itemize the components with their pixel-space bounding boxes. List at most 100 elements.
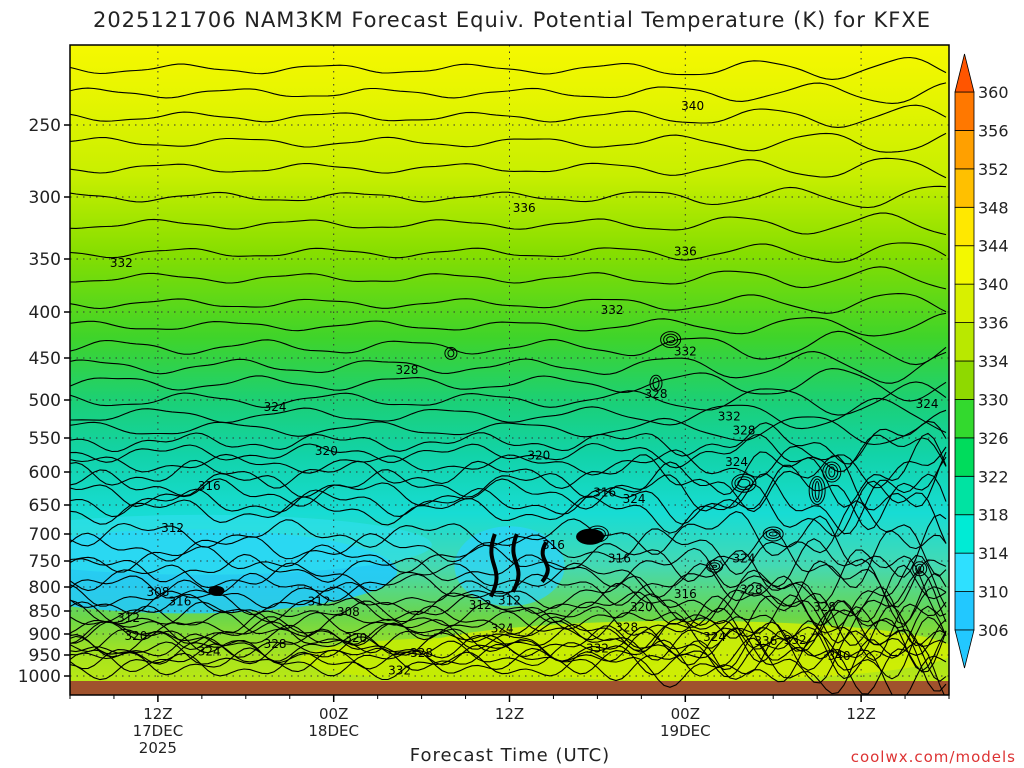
colorbar-tick-label: 310 (978, 583, 1009, 602)
y-tick-label: 300 (29, 188, 61, 208)
y-tick-label: 400 (29, 303, 61, 323)
contour-line (70, 82, 947, 104)
contour-line (70, 616, 947, 680)
y-tick-label: 350 (29, 250, 61, 270)
colorbar-segment (954, 514, 975, 554)
contour-label: 336 (754, 634, 777, 648)
contour-cell (768, 531, 778, 537)
colorbar-segment (954, 399, 975, 439)
x-tick-year: 2025 (139, 739, 177, 757)
contour-label: 316 (168, 594, 191, 608)
colorbar-segment (954, 475, 975, 516)
contour-label: 312 (308, 594, 331, 608)
contour-line (70, 605, 947, 680)
chart-title: 2025121706 NAM3KM Forecast Equiv. Potent… (92, 8, 932, 32)
contour-cell (814, 480, 820, 500)
contour-label: 340 (681, 99, 704, 113)
contour-label: 332 (674, 345, 697, 359)
contour-label: 320 (344, 631, 367, 645)
contour-cell (666, 336, 676, 344)
contour-label: 312 (117, 611, 140, 625)
contour-label: 328 (645, 387, 668, 401)
cool-pocket-upper (70, 514, 432, 575)
colorbar-tick-label: 314 (978, 544, 1009, 563)
contour-label: 324 (198, 645, 221, 659)
contour-line (70, 409, 947, 446)
contour-label: 332 (586, 641, 609, 655)
colorbar-segment (954, 591, 975, 631)
y-tick-label: 900 (29, 625, 61, 645)
frontal-contours (540, 541, 550, 584)
contour-cell (444, 346, 458, 360)
contour-label: 328 (740, 582, 763, 596)
x-tick-label: 00Z (671, 705, 700, 723)
contour-line (70, 242, 947, 263)
contour-label: 324 (264, 400, 287, 414)
contour-cell (709, 562, 721, 571)
contour-label: 312 (469, 598, 492, 612)
colorbar-tick-label: 336 (978, 314, 1009, 333)
contour-label: 332 (784, 633, 807, 647)
colorbar-segment (954, 206, 975, 247)
contour-line (70, 627, 947, 692)
y-tick-label: 550 (29, 429, 61, 449)
colorbar-high-arrow (954, 53, 975, 93)
y-tick-label: 750 (29, 552, 61, 572)
contour-cell (734, 476, 754, 491)
contour-line (70, 351, 947, 384)
contour-cell (828, 466, 836, 478)
contour-label: 324 (732, 551, 755, 565)
contour-label: 320 (124, 629, 147, 643)
y-tick-label: 850 (29, 602, 61, 622)
dense-contour-blob (208, 585, 225, 596)
colorbar-tick-label: 356 (978, 121, 1009, 140)
contour-line (70, 456, 947, 531)
contour-label: 308 (337, 605, 360, 619)
contour-label: 320 (630, 600, 653, 614)
colorbar-tick-label: 306 (978, 621, 1009, 640)
contour-line (70, 637, 945, 695)
x-tick-date: 17DEC (133, 722, 184, 740)
contour-line (70, 599, 947, 672)
contour-line (70, 212, 947, 236)
contour-cell (706, 559, 724, 573)
contour-line (70, 132, 947, 153)
contour-line (70, 266, 947, 290)
x-tick-label: 12Z (846, 705, 875, 723)
contour-cell (811, 478, 823, 503)
contour-cell (731, 473, 757, 493)
contour-cell (825, 464, 839, 480)
dense-contour-blob (576, 528, 605, 545)
y-tick-label: 450 (29, 349, 61, 369)
contour-label: 336 (674, 245, 697, 259)
y-tick-label: 650 (29, 496, 61, 516)
colorbar-tick-label: 340 (978, 275, 1009, 294)
contour-line (70, 293, 947, 314)
y-tick-label: 250 (29, 116, 61, 136)
x-tick-date: 18DEC (308, 722, 359, 740)
colorbar-segment (954, 130, 975, 170)
contour-cell (762, 526, 784, 542)
colorbar-segment (954, 437, 975, 477)
contour-label: 312 (161, 521, 184, 535)
colorbar-tick-label: 360 (978, 83, 1009, 102)
contour-label: 332 (110, 256, 133, 270)
colorbar-segment (954, 283, 975, 323)
contour-cell (808, 475, 826, 505)
contour-line (70, 445, 947, 489)
colorbar-tick-label: 344 (978, 237, 1009, 256)
contour-line (70, 368, 947, 402)
contour-line (70, 528, 947, 589)
contour-label: 328 (615, 621, 638, 635)
contour-line (70, 549, 947, 617)
contour-label: 328 (732, 423, 755, 437)
contour-cell (663, 333, 679, 346)
contour-line (70, 600, 947, 673)
colorbar-tick-label: 330 (978, 390, 1009, 409)
contour-cell (712, 564, 718, 568)
contour-line (70, 500, 947, 577)
colorbar-low-arrow (954, 629, 975, 669)
contour-label: 316 (198, 479, 221, 493)
contour-label: 316 (674, 587, 697, 601)
